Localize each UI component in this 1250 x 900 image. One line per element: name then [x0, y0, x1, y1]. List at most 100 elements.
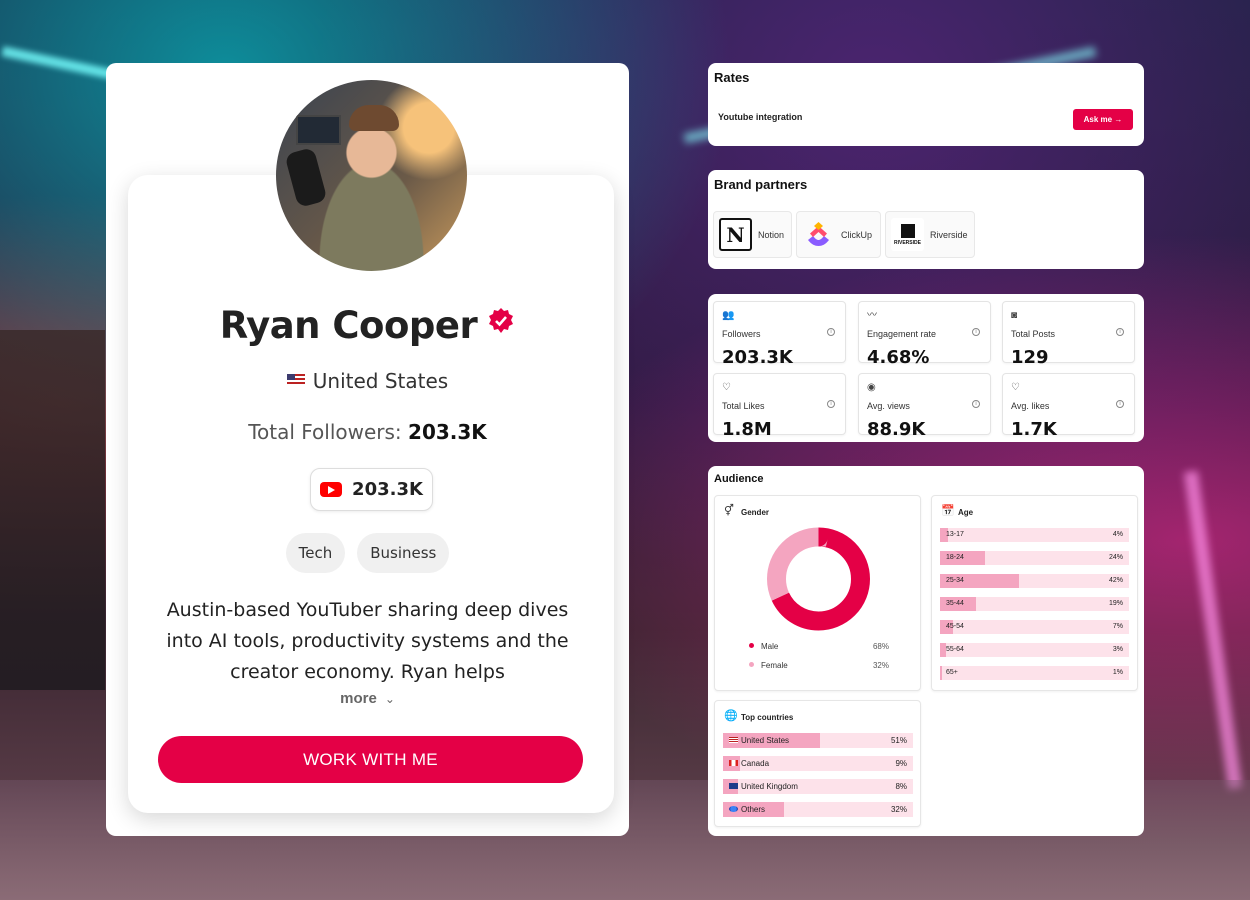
legend-label: Female — [761, 661, 788, 670]
gender-card: ⚥ Gender Male 68% Female 32% — [714, 495, 921, 691]
youtube-icon — [320, 482, 343, 497]
donut-slice-female — [767, 527, 870, 631]
country-bar-row: Others 32% — [723, 802, 913, 817]
top-countries-card: 🌐 Top countries United States 51% Canada 9%… — [714, 700, 921, 827]
eye-icon: ◉ — [867, 382, 876, 393]
info-icon[interactable]: i — [1116, 328, 1124, 336]
age-bar-pct: 42% — [1108, 577, 1123, 584]
stat-label: Avg. likes — [1011, 401, 1050, 411]
age-bar-row: 18-24 24% — [940, 551, 1129, 565]
profile-tags: Tech Business — [106, 533, 629, 573]
country-flag-icon — [729, 806, 738, 812]
gender-title: Gender — [741, 508, 770, 517]
stat-value: 203.3K — [722, 347, 793, 368]
countries-title: Top countries — [741, 713, 794, 722]
rate-item-label: Youtube integration — [718, 112, 803, 122]
legend-dot — [749, 662, 754, 667]
globe-icon: 🌐 — [724, 710, 738, 722]
youtube-followers-value: 203.3K — [352, 479, 423, 500]
country-name: Canada — [741, 759, 770, 768]
ask-me-label: Ask me — [1083, 115, 1113, 124]
gender-icon: ⚥ — [724, 505, 734, 517]
country-bar-label: United States — [729, 733, 789, 748]
info-icon[interactable]: i — [1116, 400, 1124, 408]
stat-avg-likes: ♡ Avg. likes i 1.7K — [1002, 373, 1135, 440]
stat-label: Followers — [722, 329, 761, 339]
us-flag-icon — [286, 374, 305, 386]
age-bar-label: 13-17 — [946, 531, 964, 538]
brand-name: ClickUp — [841, 229, 873, 240]
more-label: more — [340, 690, 377, 707]
monitor-icon — [296, 115, 341, 145]
brand-clickup[interactable]: ClickUp — [796, 211, 881, 258]
country-bar-pct: 9% — [895, 759, 907, 768]
country-bar-row: Canada 9% — [723, 756, 913, 771]
country-bar-fill — [723, 733, 820, 748]
country-bar-pct: 51% — [890, 736, 907, 745]
stat-value: 1.7K — [1011, 419, 1057, 440]
legend-male: Male 68% — [749, 642, 889, 651]
tag-tech[interactable]: Tech — [285, 533, 346, 573]
info-icon[interactable]: i — [972, 328, 980, 336]
microphone-icon — [284, 147, 328, 208]
age-bar-fill — [940, 597, 976, 611]
rates-panel: Rates Youtube integration Ask me → — [708, 63, 1144, 146]
tag-business[interactable]: Business — [357, 533, 450, 573]
riverside-logo-text: RIVERSIDE — [894, 239, 921, 246]
country-bar-label: Others — [729, 802, 765, 817]
age-bar-fill — [940, 620, 954, 634]
more-toggle[interactable]: more ⌄ — [106, 690, 629, 707]
age-bar-pct: 4% — [1112, 531, 1123, 538]
info-icon[interactable]: i — [972, 400, 980, 408]
country-flag-icon — [729, 737, 738, 743]
info-icon[interactable]: i — [827, 328, 835, 336]
ask-me-button[interactable]: Ask me → — [1073, 109, 1133, 130]
country-bar-row: United Kingdom 8% — [723, 779, 913, 794]
age-bar-label: 55-64 — [946, 646, 964, 653]
stat-value: 129 — [1011, 347, 1049, 368]
youtube-followers-chip[interactable]: 203.3K — [310, 468, 433, 511]
country-bar-pct: 8% — [895, 782, 907, 791]
gender-donut-chart — [767, 527, 870, 631]
notion-logo-icon: N — [719, 218, 752, 251]
age-bar-pct: 3% — [1112, 646, 1123, 653]
country-flag-icon — [729, 760, 738, 766]
age-bar-pct: 1% — [1112, 669, 1123, 676]
info-icon[interactable]: i — [827, 400, 835, 408]
brand-partners-panel: Brand partners N Notion ClickUp RIVERSID… — [708, 170, 1144, 269]
riverside-logo-icon: RIVERSIDE — [891, 218, 924, 251]
stat-label: Avg. views — [867, 401, 910, 411]
age-bar-fill — [940, 528, 948, 542]
stat-label: Total Posts — [1011, 329, 1056, 339]
activity-icon: 〰 — [867, 310, 877, 321]
age-bar-label: 18-24 — [946, 554, 964, 561]
age-bar-fill — [940, 666, 942, 680]
stat-value: 4.68% — [867, 347, 930, 368]
age-bar-row: 55-64 3% — [940, 643, 1129, 657]
age-bar-row: 13-17 4% — [940, 528, 1129, 542]
total-followers-label: Total Followers: — [248, 420, 402, 444]
profile-name: Ryan Cooper — [219, 304, 478, 347]
stat-followers: 👥 Followers i 203.3K — [713, 301, 846, 368]
work-with-me-button[interactable]: WORK WITH ME — [158, 736, 583, 783]
brand-riverside[interactable]: RIVERSIDE Riverside — [885, 211, 975, 258]
age-bar-row: 45-54 7% — [940, 620, 1129, 634]
audience-title: Audience — [714, 473, 764, 485]
age-card: 📅 Age 13-17 4% 18-24 24% 25-34 42% 35-44 19% 45-… — [931, 495, 1138, 691]
brand-notion[interactable]: N Notion — [713, 211, 792, 258]
age-bar-pct: 24% — [1108, 554, 1123, 561]
audience-panel: Audience ⚥ Gender Male 68% Female 32% 📅 Ag… — [708, 466, 1144, 836]
chevron-down-icon: ⌄ — [384, 692, 395, 706]
stat-engagement-rate: 〰 Engagement rate i 4.68% — [858, 301, 991, 368]
rates-title: Rates — [714, 70, 750, 85]
profile-bio: Austin-based YouTuber sharing deep dives… — [166, 599, 569, 683]
country-flag-icon — [729, 783, 738, 789]
stat-value: 1.8M — [722, 419, 772, 440]
age-bar-fill — [940, 551, 986, 565]
country-bar-row: United States 51% — [723, 733, 913, 748]
age-bar-label: 35-44 — [946, 600, 964, 607]
country-name: United Kingdom — [741, 782, 798, 791]
age-bar-label: 65+ — [946, 669, 958, 676]
heart-icon: ♡ — [722, 382, 731, 393]
stat-avg-views: ◉ Avg. views i 88.9K — [858, 373, 991, 440]
